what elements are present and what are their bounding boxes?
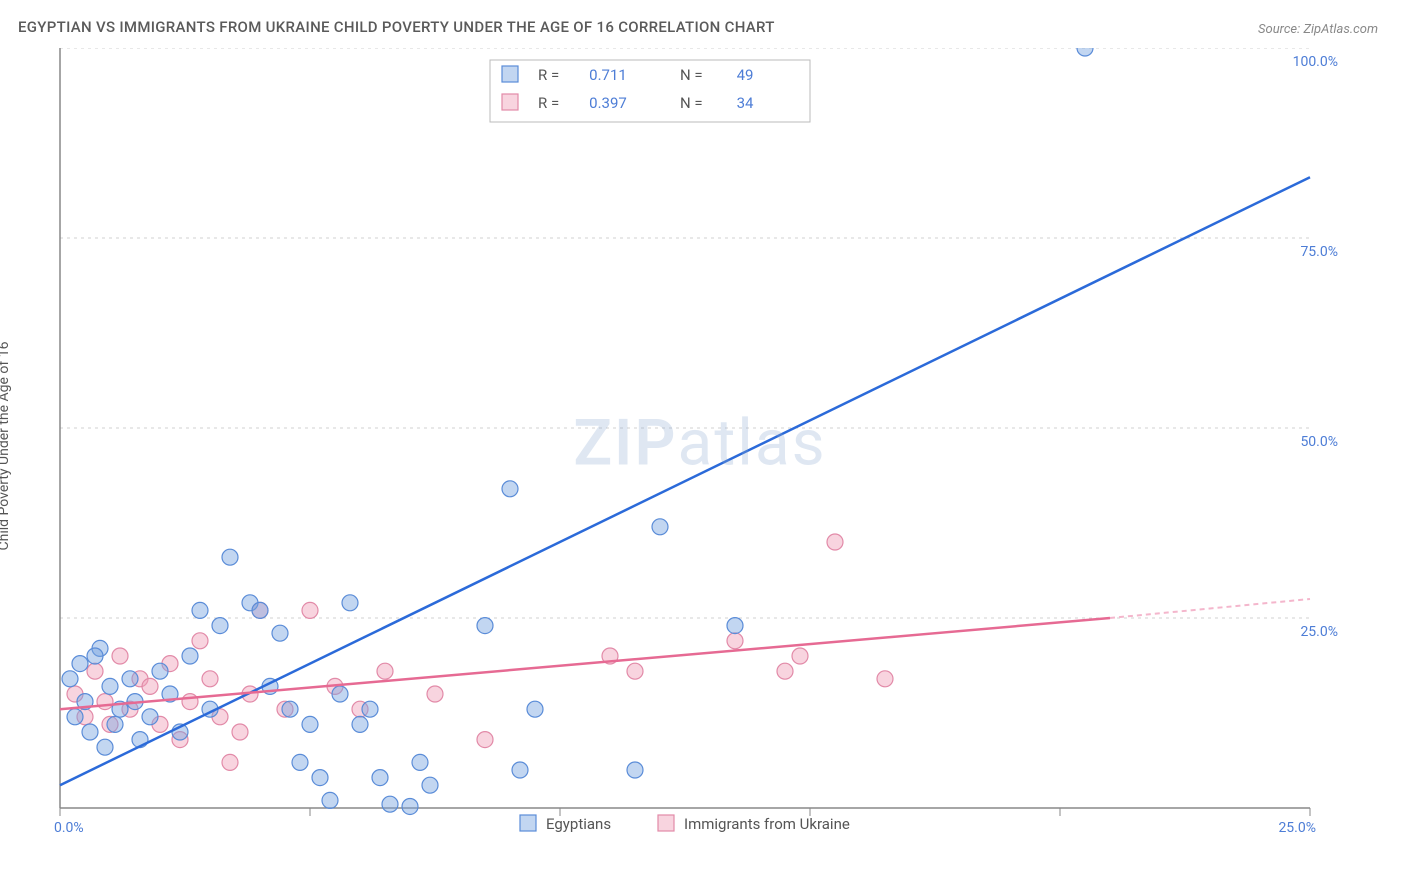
- data-point-blue: [272, 625, 288, 641]
- data-point-blue: [292, 754, 308, 770]
- data-point-blue: [627, 762, 643, 778]
- data-point-blue: [302, 716, 318, 732]
- bottom-legend-swatch: [520, 815, 536, 831]
- data-point-pink: [97, 694, 113, 710]
- data-point-blue: [512, 762, 528, 778]
- data-point-blue: [67, 709, 83, 725]
- bottom-legend-label: Immigrants from Ukraine: [684, 815, 850, 833]
- data-point-blue: [652, 519, 668, 535]
- plot-area: ZIPatlas 0.0%25.0%25.0%50.0%75.0%100.0%R…: [50, 48, 1350, 838]
- data-point-blue: [312, 770, 328, 786]
- data-point-pink: [142, 678, 158, 694]
- data-point-blue: [97, 739, 113, 755]
- data-point-blue: [222, 549, 238, 565]
- source-prefix: Source:: [1258, 22, 1300, 37]
- data-point-pink: [112, 648, 128, 664]
- data-point-pink: [877, 671, 893, 687]
- y-tick-label: 25.0%: [1300, 624, 1338, 640]
- legend-r-label: R =: [538, 94, 559, 112]
- data-point-pink: [302, 602, 318, 618]
- legend-r-value: 0.711: [589, 66, 627, 84]
- data-point-blue: [342, 595, 358, 611]
- bottom-legend-label: Egyptians: [546, 815, 611, 833]
- data-point-blue: [252, 602, 268, 618]
- data-point-blue: [82, 724, 98, 740]
- data-point-blue: [502, 481, 518, 497]
- data-point-pink: [477, 732, 493, 748]
- data-point-pink: [232, 724, 248, 740]
- data-point-blue: [192, 602, 208, 618]
- legend-swatch: [502, 94, 518, 110]
- data-point-pink: [182, 694, 198, 710]
- y-tick-label: 100.0%: [1293, 54, 1338, 70]
- data-point-blue: [527, 701, 543, 717]
- data-point-blue: [1077, 48, 1093, 56]
- data-point-blue: [322, 792, 338, 808]
- data-point-blue: [107, 716, 123, 732]
- legend-n-value: 49: [737, 66, 754, 84]
- data-point-pink: [827, 534, 843, 550]
- data-point-pink: [87, 663, 103, 679]
- data-point-blue: [212, 618, 228, 634]
- data-point-blue: [102, 678, 118, 694]
- data-point-blue: [62, 671, 78, 687]
- data-point-blue: [412, 754, 428, 770]
- source-value: ZipAtlas.com: [1303, 22, 1378, 37]
- x-tick-label: 0.0%: [54, 820, 84, 836]
- data-point-blue: [382, 796, 398, 812]
- chart-title: EGYPTIAN VS IMMIGRANTS FROM UKRAINE CHIL…: [18, 18, 775, 36]
- legend-swatch: [502, 66, 518, 82]
- data-point-pink: [777, 663, 793, 679]
- data-point-blue: [142, 709, 158, 725]
- data-point-pink: [627, 663, 643, 679]
- source-label: Source: ZipAtlas.com: [1258, 22, 1378, 37]
- data-point-blue: [122, 671, 138, 687]
- data-point-blue: [372, 770, 388, 786]
- data-point-blue: [72, 656, 88, 672]
- data-point-blue: [402, 798, 418, 814]
- data-point-blue: [352, 716, 368, 732]
- data-point-pink: [427, 686, 443, 702]
- legend-r-label: R =: [538, 66, 559, 84]
- data-point-pink: [192, 633, 208, 649]
- scatter-chart: 0.0% 25.0% 25.0% 50.0% 75.0% 100.0% R = 0.711 N …: [50, 48, 1350, 838]
- x-tick-label: 25.0%: [1278, 820, 1316, 836]
- trend-line-pink-dash: [1110, 599, 1310, 618]
- data-point-blue: [87, 648, 103, 664]
- data-point-blue: [282, 701, 298, 717]
- data-point-blue: [422, 777, 438, 793]
- data-point-blue: [152, 663, 168, 679]
- data-point-pink: [202, 671, 218, 687]
- bottom-legend-swatch: [658, 815, 674, 831]
- data-point-blue: [182, 648, 198, 664]
- data-point-blue: [362, 701, 378, 717]
- legend-n-label: N =: [680, 66, 703, 84]
- y-tick-label: 75.0%: [1300, 244, 1338, 260]
- data-point-pink: [792, 648, 808, 664]
- data-point-blue: [477, 618, 493, 634]
- legend-n-value: 34: [737, 94, 754, 112]
- legend-r-value: 0.397: [589, 94, 627, 112]
- data-point-blue: [727, 618, 743, 634]
- data-point-pink: [377, 663, 393, 679]
- y-tick-label: 50.0%: [1300, 434, 1338, 450]
- legend-n-label: N =: [680, 94, 703, 112]
- data-point-pink: [222, 754, 238, 770]
- data-point-pink: [727, 633, 743, 649]
- data-point-blue: [332, 686, 348, 702]
